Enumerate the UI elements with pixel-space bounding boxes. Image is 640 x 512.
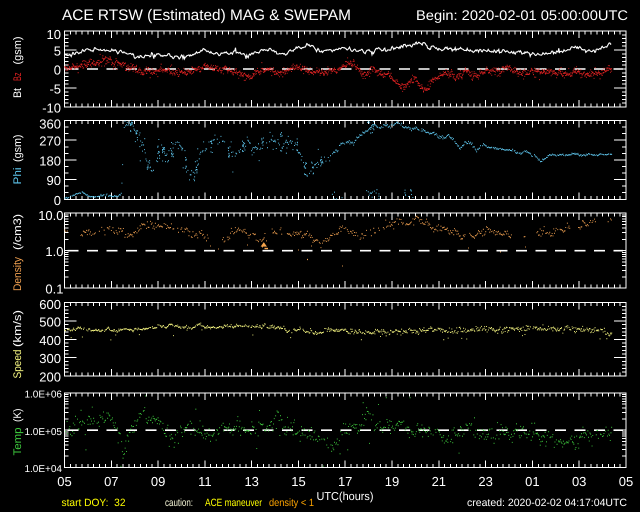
svg-text:90: 90 <box>47 173 61 188</box>
svg-text:03: 03 <box>572 474 586 489</box>
svg-text:600: 600 <box>39 297 61 312</box>
svg-text:15: 15 <box>291 474 305 489</box>
svg-text:-10: -10 <box>42 101 61 116</box>
svg-text:(gsm): (gsm) <box>12 37 24 65</box>
svg-text:caution:: caution: <box>165 497 193 509</box>
svg-text:(gsm): (gsm) <box>12 135 24 163</box>
svg-text:360: 360 <box>39 117 61 132</box>
svg-text:0: 0 <box>54 63 61 78</box>
svg-text:start DOY: 32: start DOY: 32 <box>62 497 126 509</box>
svg-text:17: 17 <box>338 474 352 489</box>
svg-text:400: 400 <box>39 333 61 348</box>
svg-text:300: 300 <box>39 351 61 366</box>
svg-text:23: 23 <box>478 474 492 489</box>
svg-text:Phi: Phi <box>12 168 24 185</box>
svg-text:Begin: 2020-02-01 05:00:00UTC: Begin: 2020-02-01 05:00:00UTC <box>416 7 628 23</box>
svg-text:-5: -5 <box>49 82 61 97</box>
svg-text:07: 07 <box>104 474 118 489</box>
svg-text:500: 500 <box>39 315 61 330</box>
svg-text:(K): (K) <box>12 409 24 423</box>
svg-text:created: 2020-02-02 04:17:04UT: created: 2020-02-02 04:17:04UTC <box>467 497 627 509</box>
svg-text:13: 13 <box>244 474 258 489</box>
svg-text:5: 5 <box>54 44 61 59</box>
svg-text:Bz: Bz <box>12 73 24 82</box>
svg-text:1.0E+06: 1.0E+06 <box>24 390 62 401</box>
svg-text:(km/s): (km/s) <box>12 310 24 347</box>
svg-text:19: 19 <box>385 474 399 489</box>
svg-text:Temp: Temp <box>12 428 24 456</box>
svg-text:1.0E+05: 1.0E+05 <box>24 427 62 438</box>
svg-text:Bt: Bt <box>12 88 24 98</box>
svg-text:ACE maneuver: ACE maneuver <box>205 497 262 509</box>
svg-text:1.0E+04: 1.0E+04 <box>24 464 62 475</box>
svg-text:10: 10 <box>47 27 61 42</box>
svg-text:Density: Density <box>12 257 24 291</box>
svg-text:density < 1: density < 1 <box>269 497 314 509</box>
svg-text:(/cm3): (/cm3) <box>12 214 24 250</box>
svg-text:180: 180 <box>39 153 61 168</box>
svg-text:11: 11 <box>198 474 212 489</box>
svg-text:09: 09 <box>151 474 165 489</box>
svg-text:Speed: Speed <box>12 350 24 379</box>
svg-text:10.0: 10.0 <box>38 208 63 223</box>
svg-text:200: 200 <box>39 369 61 384</box>
svg-text:05: 05 <box>619 474 633 489</box>
svg-text:UTC(hours): UTC(hours) <box>317 491 374 503</box>
svg-text:0.1: 0.1 <box>45 282 63 297</box>
svg-text:05: 05 <box>57 474 71 489</box>
svg-text:1.0: 1.0 <box>45 244 63 259</box>
svg-text:270: 270 <box>39 134 61 149</box>
svg-text:01: 01 <box>525 474 539 489</box>
svg-text:0: 0 <box>54 193 61 208</box>
svg-text:21: 21 <box>432 474 446 489</box>
svg-text:ACE RTSW (Estimated) MAG & SWE: ACE RTSW (Estimated) MAG & SWEPAM <box>62 7 351 24</box>
